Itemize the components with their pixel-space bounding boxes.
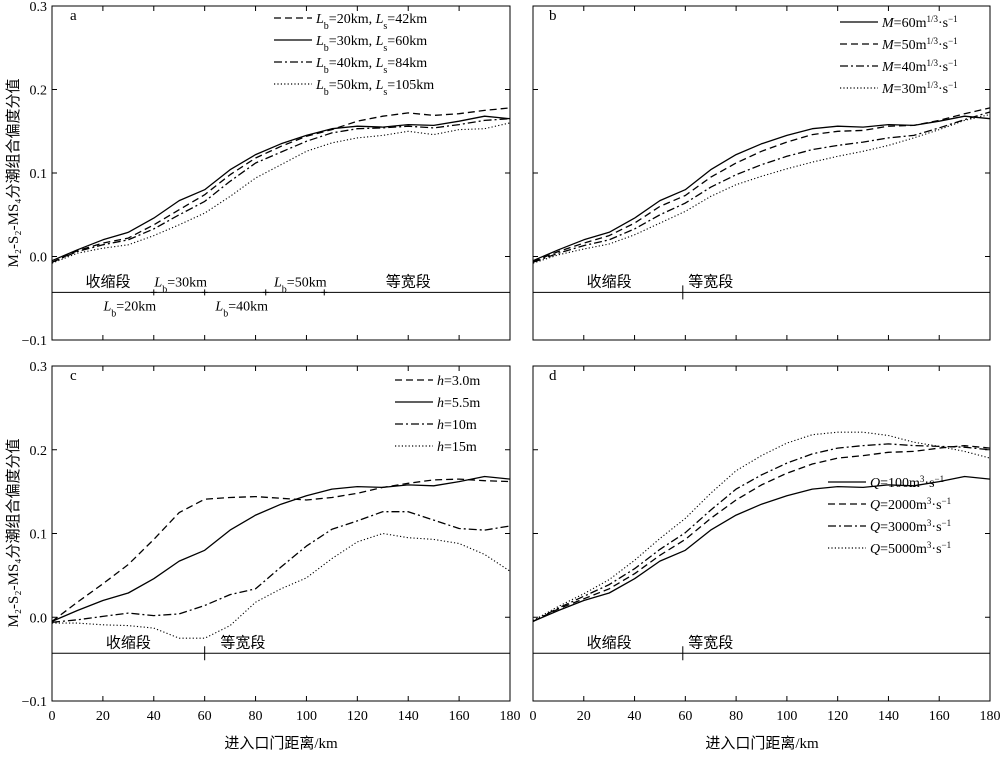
panel-b-letter: b	[549, 8, 557, 24]
series-line-b-4	[532, 113, 991, 264]
y-tick-label: 0.2	[30, 444, 48, 459]
legend-label: M=40m1/3·s−1	[881, 58, 958, 75]
legend-label: h=5.5m	[437, 396, 480, 411]
y-axis-label-bottom: M₂-S₂-MS₄分潮组合偏度分值	[5, 438, 22, 627]
y-axis-label-top: M₂-S₂-MS₄分潮组合偏度分值	[5, 78, 22, 267]
x-axis-label-right: 进入口门距离/km	[705, 735, 819, 752]
series-line-a-2	[51, 115, 511, 262]
series-line-b-1	[532, 115, 991, 262]
legend-label: h=10m	[437, 418, 477, 433]
legend-label: M=60m1/3·s−1	[881, 14, 958, 31]
series-line-d-1	[532, 475, 991, 622]
segment-label: 等宽段	[386, 272, 431, 290]
x-tick-label: 20	[96, 709, 110, 724]
x-tick-label: 40	[628, 709, 642, 724]
panel-d-letter: d	[549, 368, 557, 384]
series-line-d-3	[532, 443, 991, 622]
segment-label: 收缩段	[587, 634, 632, 651]
x-tick-label: 40	[147, 709, 161, 724]
y-tick-label: −0.1	[22, 695, 47, 710]
panel-d: 0 20 40 60 80 100 120 140 160 180 收缩段 等宽段 Q=100m3·s−…	[530, 365, 1000, 724]
legend-label: h=3.0m	[437, 374, 480, 389]
x-tick-label: 100	[776, 709, 797, 724]
series-line-b-3	[532, 111, 991, 263]
segment-label: 收缩段	[106, 634, 151, 651]
legend-label: Lb=50km, Ls=105km	[315, 78, 434, 98]
x-tick-label: 160	[929, 709, 950, 724]
x-tick-label: 60	[198, 709, 212, 724]
segment-label: 收缩段	[85, 273, 130, 290]
y-tick-label: 0.1	[30, 167, 48, 182]
series-line-d-2	[532, 444, 991, 622]
legend-label: Q=3000m3·s−1	[870, 518, 951, 535]
panel-a-letter: a	[70, 8, 77, 24]
segment-label: 等宽段	[688, 633, 733, 651]
x-tick-label: 180	[980, 709, 1000, 724]
segment-label: 等宽段	[688, 272, 733, 290]
series-line-c-3	[51, 511, 511, 623]
series-line-a-3	[51, 118, 511, 263]
y-tick-label: 0.3	[30, 0, 48, 15]
x-tick-label: 120	[347, 709, 368, 724]
x-tick-label: 80	[729, 709, 743, 724]
x-tick-label: 140	[398, 709, 419, 724]
legend-label: Q=100m3·s−1	[870, 474, 944, 491]
legend-label: M=50m1/3·s−1	[881, 36, 958, 53]
y-tick-label: 0.0	[30, 251, 48, 266]
length-marker-label: Lb=20km	[103, 299, 157, 319]
legend-label: h=15m	[437, 440, 477, 455]
x-tick-label: 120	[827, 709, 848, 724]
x-tick-label: 60	[678, 709, 692, 724]
length-marker-label: Lb=40km	[214, 299, 268, 319]
panel-c-letter: c	[70, 368, 77, 384]
legend-label: Lb=20km, Ls=42km	[315, 12, 427, 32]
legend-label: Lb=30km, Ls=60km	[315, 34, 427, 54]
legend-label: M=30m1/3·s−1	[881, 80, 958, 97]
panel-c: 0 20 40 60 80 100 120 140 160 180 −0.1 0.0 0.1 0.2 0.3…	[22, 360, 521, 724]
series-line-a-1	[51, 107, 511, 263]
x-axis-label-left: 进入口门距离/km	[224, 735, 338, 752]
series-line-c-4	[52, 532, 511, 639]
panel-b: 收缩段 等宽段 M=60m1/3·s−1 M=50m1/3·s−1 M=40m1/3·s…	[532, 5, 991, 341]
x-tick-label: 160	[449, 709, 470, 724]
segment-label: 收缩段	[587, 273, 632, 290]
x-tick-label: 0	[530, 709, 537, 724]
x-tick-label: 140	[878, 709, 899, 724]
series-line-c-1	[51, 478, 511, 622]
x-tick-label: 100	[296, 709, 317, 724]
series-line-b-2	[532, 107, 991, 263]
series-line-c-2	[51, 475, 511, 622]
x-tick-label: 0	[49, 709, 56, 724]
x-tick-label: 20	[577, 709, 591, 724]
legend-label: Q=5000m3·s−1	[870, 540, 951, 557]
legend-label: Lb=40km, Ls=84km	[315, 56, 427, 76]
legend-label: Q=2000m3·s−1	[870, 496, 951, 513]
segment-label: 等宽段	[220, 633, 265, 651]
y-tick-label: 0.1	[30, 528, 48, 543]
y-tick-label: −0.1	[22, 334, 47, 349]
series-line-a-4	[51, 122, 511, 264]
length-marker-label: Lb=30km	[153, 275, 207, 295]
panel-a: −0.1 0.0 0.1 0.2 0.3 收缩段 等宽段 Lb=20km Lb=30km Lb=4…	[22, 0, 511, 349]
y-tick-label: 0.0	[30, 611, 48, 626]
y-tick-label: 0.3	[30, 360, 48, 375]
length-marker-label: Lb=50km	[273, 275, 327, 295]
y-tick-label: 0.2	[30, 84, 48, 99]
x-tick-label: 180	[500, 709, 521, 724]
x-tick-label: 80	[249, 709, 263, 724]
